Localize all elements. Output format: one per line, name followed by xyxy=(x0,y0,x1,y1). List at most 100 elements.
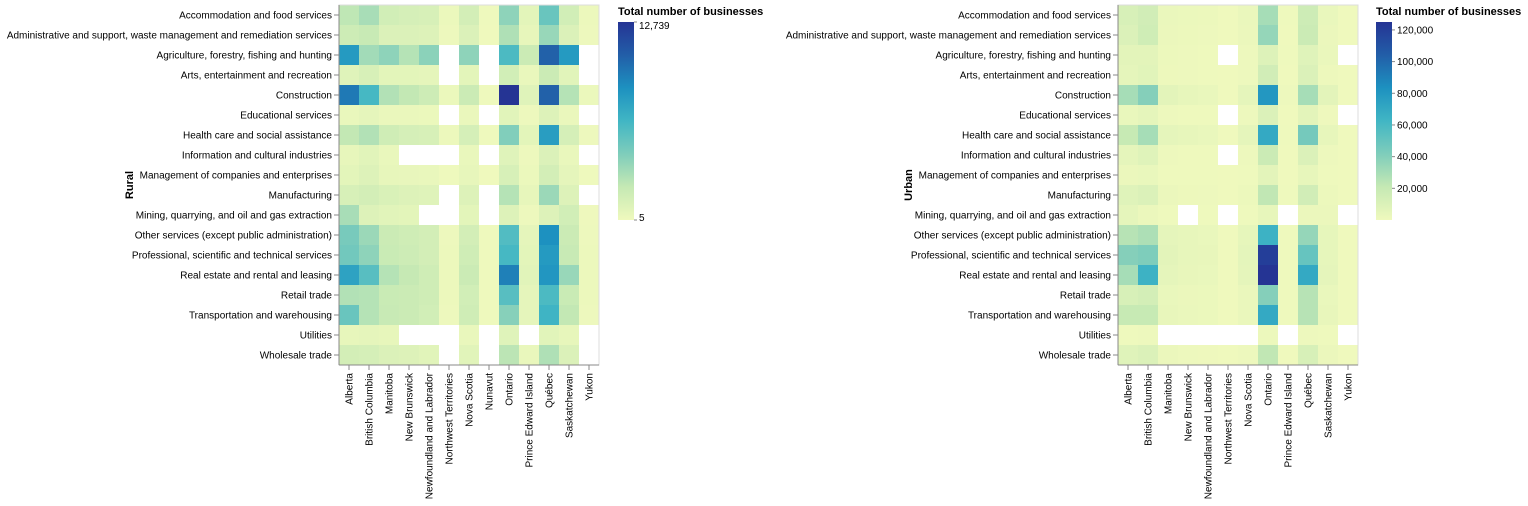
rural-cell-arts-entertainment-and-recreation-new-brunswick xyxy=(399,65,419,85)
rural-cell-construction-new-brunswick xyxy=(399,85,419,105)
urban-column-label-ontario: Ontario xyxy=(1264,373,1275,406)
rural-row-label-construction: Construction xyxy=(276,91,332,102)
urban-cell-accommodation-and-food-services-prince-edward-island xyxy=(1278,5,1298,25)
rural-cell-management-of-companies-and-enterprises-ontario xyxy=(499,165,519,185)
rural-row-label-mining-quarrying-and-oil-and-gas-extraction: Mining, quarrying, and oil and gas extra… xyxy=(136,211,332,222)
rural-cell-other-services-except-public-administration-nova-scotia xyxy=(459,225,479,245)
urban-cell-agriculture-forestry-fishing-and-hunting-alberta xyxy=(1118,45,1138,65)
urban-column-label-new-brunswick: New Brunswick xyxy=(1184,372,1195,441)
urban-cell-educational-services-alberta xyxy=(1118,105,1138,125)
urban-cell-professional-scientific-and-technical-services-prince-edward-island xyxy=(1278,245,1298,265)
rural-cell-mining-quarrying-and-oil-and-gas-extraction-nunavut xyxy=(479,205,499,225)
urban-cell-utilities-new-brunswick xyxy=(1178,325,1198,345)
rural-cell-administrative-and-support-waste-management-and-remediation-services-northwest-territories xyxy=(439,25,459,45)
urban-cell-arts-entertainment-and-recreation-alberta xyxy=(1118,65,1138,85)
rural-cell-educational-services-british-columbia xyxy=(359,105,379,125)
rural-cell-real-estate-and-rental-and-leasing-new-brunswick xyxy=(399,265,419,285)
rural-cell-educational-services-yukon xyxy=(579,105,599,125)
rural-legend-color-bar xyxy=(618,22,634,220)
urban-cell-agriculture-forestry-fishing-and-hunting-british-columbia xyxy=(1138,45,1158,65)
urban-cell-management-of-companies-and-enterprises-qu-bec xyxy=(1298,165,1318,185)
rural-cell-arts-entertainment-and-recreation-qu-bec xyxy=(539,65,559,85)
rural-cell-manufacturing-saskatchewan xyxy=(559,185,579,205)
rural-cell-construction-prince-edward-island xyxy=(519,85,539,105)
urban-cell-manufacturing-newfoundland-and-labrador xyxy=(1198,185,1218,205)
rural-cell-agriculture-forestry-fishing-and-hunting-manitoba xyxy=(379,45,399,65)
urban-cell-transportation-and-warehousing-alberta xyxy=(1118,305,1138,325)
rural-cell-educational-services-northwest-territories xyxy=(439,105,459,125)
urban-cell-utilities-saskatchewan xyxy=(1318,325,1338,345)
rural-cell-manufacturing-manitoba xyxy=(379,185,399,205)
urban-cell-administrative-and-support-waste-management-and-remediation-services-northwest-territories xyxy=(1218,25,1238,45)
urban-row-label-mining-quarrying-and-oil-and-gas-extraction: Mining, quarrying, and oil and gas extra… xyxy=(915,211,1111,222)
rural-cell-accommodation-and-food-services-new-brunswick xyxy=(399,5,419,25)
urban-column-label-nova-scotia: Nova Scotia xyxy=(1244,373,1255,427)
urban-cell-educational-services-manitoba xyxy=(1158,105,1178,125)
urban-cell-wholesale-trade-newfoundland-and-labrador xyxy=(1198,345,1218,365)
rural-cell-retail-trade-newfoundland-and-labrador xyxy=(419,285,439,305)
rural-cell-retail-trade-qu-bec xyxy=(539,285,559,305)
urban-cell-mining-quarrying-and-oil-and-gas-extraction-alberta xyxy=(1118,205,1138,225)
urban-cell-retail-trade-prince-edward-island xyxy=(1278,285,1298,305)
urban-cell-utilities-newfoundland-and-labrador xyxy=(1198,325,1218,345)
urban-column-label-manitoba: Manitoba xyxy=(1164,373,1175,415)
rural-cell-other-services-except-public-administration-northwest-territories xyxy=(439,225,459,245)
rural-cell-accommodation-and-food-services-qu-bec xyxy=(539,5,559,25)
rural-legend-title: Total number of businesses xyxy=(618,6,763,18)
rural-row-label-other-services-except-public-administration: Other services (except public administra… xyxy=(135,231,332,242)
urban-cell-utilities-ontario xyxy=(1258,325,1278,345)
rural-cell-accommodation-and-food-services-manitoba xyxy=(379,5,399,25)
urban-cell-administrative-and-support-waste-management-and-remediation-services-yukon xyxy=(1338,25,1358,45)
urban-cell-health-care-and-social-assistance-alberta xyxy=(1118,125,1138,145)
rural-cell-manufacturing-nova-scotia xyxy=(459,185,479,205)
rural-row-labels: Accommodation and food services Administr… xyxy=(7,5,340,365)
urban-cell-agriculture-forestry-fishing-and-hunting-saskatchewan xyxy=(1318,45,1338,65)
rural-cell-manufacturing-yukon xyxy=(579,185,599,205)
rural-cell-mining-quarrying-and-oil-and-gas-extraction-nova-scotia xyxy=(459,205,479,225)
rural-cell-health-care-and-social-assistance-manitoba xyxy=(379,125,399,145)
urban-cell-arts-entertainment-and-recreation-nova-scotia xyxy=(1238,65,1258,85)
rural-cell-transportation-and-warehousing-alberta xyxy=(339,305,359,325)
rural-cell-health-care-and-social-assistance-northwest-territories xyxy=(439,125,459,145)
rural-cell-management-of-companies-and-enterprises-prince-edward-island xyxy=(519,165,539,185)
rural-cell-management-of-companies-and-enterprises-newfoundland-and-labrador xyxy=(419,165,439,185)
rural-column-label-northwest-territories: Northwest Territories xyxy=(445,373,456,465)
rural-cell-professional-scientific-and-technical-services-newfoundland-and-labrador xyxy=(419,245,439,265)
urban-cell-educational-services-saskatchewan xyxy=(1318,105,1338,125)
urban-cell-professional-scientific-and-technical-services-ontario xyxy=(1258,245,1278,265)
urban-cell-health-care-and-social-assistance-manitoba xyxy=(1158,125,1178,145)
rural-cell-retail-trade-yukon xyxy=(579,285,599,305)
rural-cell-transportation-and-warehousing-northwest-territories xyxy=(439,305,459,325)
urban-cell-administrative-and-support-waste-management-and-remediation-services-ontario xyxy=(1258,25,1278,45)
urban-cell-transportation-and-warehousing-prince-edward-island xyxy=(1278,305,1298,325)
rural-cell-educational-services-manitoba xyxy=(379,105,399,125)
urban-column-label-british-columbia: British Columbia xyxy=(1144,373,1155,446)
rural-cell-information-and-cultural-industries-british-columbia xyxy=(359,145,379,165)
urban-cell-other-services-except-public-administration-newfoundland-and-labrador xyxy=(1198,225,1218,245)
rural-cell-health-care-and-social-assistance-qu-bec xyxy=(539,125,559,145)
urban-cell-management-of-companies-and-enterprises-new-brunswick xyxy=(1178,165,1198,185)
rural-row-label-accommodation-and-food-services: Accommodation and food services xyxy=(179,11,332,22)
rural-cell-wholesale-trade-newfoundland-and-labrador xyxy=(419,345,439,365)
rural-cell-mining-quarrying-and-oil-and-gas-extraction-saskatchewan xyxy=(559,205,579,225)
urban-cell-transportation-and-warehousing-yukon xyxy=(1338,305,1358,325)
rural-cell-other-services-except-public-administration-prince-edward-island xyxy=(519,225,539,245)
urban-cell-educational-services-prince-edward-island xyxy=(1278,105,1298,125)
urban-cell-retail-trade-saskatchewan xyxy=(1318,285,1338,305)
urban-cell-information-and-cultural-industries-new-brunswick xyxy=(1178,145,1198,165)
rural-cell-transportation-and-warehousing-manitoba xyxy=(379,305,399,325)
urban-legend-label: 100,000 xyxy=(1397,57,1434,68)
urban-cell-construction-northwest-territories xyxy=(1218,85,1238,105)
rural-cell-health-care-and-social-assistance-new-brunswick xyxy=(399,125,419,145)
rural-cell-other-services-except-public-administration-saskatchewan xyxy=(559,225,579,245)
urban-cell-agriculture-forestry-fishing-and-hunting-manitoba xyxy=(1158,45,1178,65)
urban-cell-educational-services-yukon xyxy=(1338,105,1358,125)
urban-cell-accommodation-and-food-services-yukon xyxy=(1338,5,1358,25)
urban-cell-mining-quarrying-and-oil-and-gas-extraction-nova-scotia xyxy=(1238,205,1258,225)
rural-cell-educational-services-qu-bec xyxy=(539,105,559,125)
rural-cell-retail-trade-alberta xyxy=(339,285,359,305)
rural-cell-retail-trade-ontario xyxy=(499,285,519,305)
urban-cell-information-and-cultural-industries-nova-scotia xyxy=(1238,145,1258,165)
rural-cell-real-estate-and-rental-and-leasing-saskatchewan xyxy=(559,265,579,285)
